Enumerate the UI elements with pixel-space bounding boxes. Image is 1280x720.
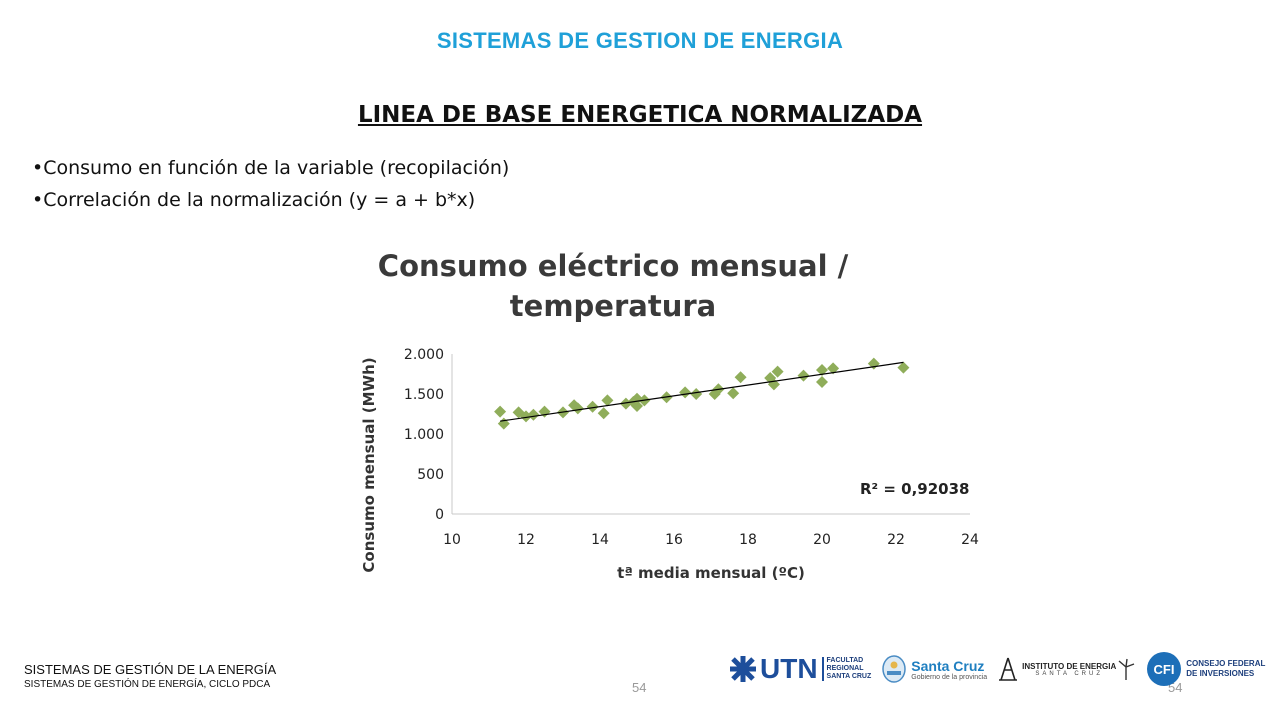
cfi-name-line: CONSEJO FEDERAL xyxy=(1186,659,1266,668)
data-point xyxy=(494,405,507,418)
utn-faculty-line: REGIONAL xyxy=(826,665,864,672)
instituto-name: INSTITUTO DE ENERGIA xyxy=(1022,661,1117,671)
data-point xyxy=(586,400,599,413)
utn-logo: UTN FACULTAD REGIONAL SANTA CRUZ xyxy=(728,653,871,685)
data-point xyxy=(816,376,828,388)
data-point xyxy=(897,361,910,374)
data-point xyxy=(727,387,740,400)
data-point xyxy=(867,357,880,370)
data-point xyxy=(497,417,510,430)
y-tick-label: 500 xyxy=(417,467,444,483)
santa-cruz-sub: Gobierno de la provincia xyxy=(911,673,988,681)
data-point xyxy=(619,397,632,410)
santa-cruz-logo: Santa Cruz Gobierno de la provincia xyxy=(881,654,987,684)
data-point xyxy=(690,388,703,400)
x-tick-label: 16 xyxy=(665,532,683,548)
y-tick-label: 1.500 xyxy=(404,387,444,403)
x-axis-label: tª media mensual (ºC) xyxy=(617,564,805,582)
utn-faculty: FACULTAD REGIONAL SANTA CRUZ xyxy=(821,657,872,681)
footer-line-1: SISTEMAS DE GESTIÓN DE LA ENERGÍA xyxy=(24,662,277,677)
data-point xyxy=(734,371,747,384)
r-squared-annotation: R² = 0,92038 xyxy=(860,480,969,498)
y-tick-label: 0 xyxy=(435,507,444,523)
footer-line-2: SISTEMAS DE GESTIÓN DE ENERGÍA, CICLO PD… xyxy=(24,679,271,690)
bullet-item: Consumo en función de la variable (recop… xyxy=(32,152,509,184)
x-tick-label: 24 xyxy=(961,532,979,548)
bullet-text: Correlación de la normalización (y = a +… xyxy=(43,189,476,211)
utn-wordmark: UTN xyxy=(760,653,818,684)
footer: SISTEMAS DE GESTIÓN DE LA ENERGÍA SISTEM… xyxy=(24,662,276,692)
scatter-chart: Consumo eléctrico mensual / temperatura … xyxy=(360,249,979,582)
wind-turbine-icon xyxy=(1118,658,1135,680)
bullet-item: Correlación de la normalización (y = a +… xyxy=(32,184,509,216)
utn-emblem-icon xyxy=(730,656,756,682)
x-tick-label: 20 xyxy=(813,532,831,548)
oil-derrick-icon xyxy=(999,657,1018,681)
y-axis-label: Consumo mensual (MWh) xyxy=(360,357,378,572)
instituto-sub: SANTA CRUZ xyxy=(1035,670,1103,677)
utn-faculty-line: SANTA CRUZ xyxy=(826,673,872,680)
cfi-name-line: DE INVERSIONES xyxy=(1186,669,1255,678)
data-point xyxy=(771,365,784,378)
chart-title: Consumo eléctrico mensual / xyxy=(378,249,849,283)
x-tick-label: 18 xyxy=(739,532,757,548)
data-point xyxy=(601,394,614,407)
data-point xyxy=(679,386,692,399)
santa-cruz-shield-icon xyxy=(882,655,907,683)
header-title: SISTEMAS DE GESTION DE ENERGIA xyxy=(436,28,844,53)
x-tick-label: 22 xyxy=(887,532,905,548)
data-point xyxy=(597,407,610,420)
instituto-energia-logo: INSTITUTO DE ENERGIA SANTA CRUZ xyxy=(997,656,1136,682)
data-point xyxy=(816,364,828,376)
chart-title: temperatura xyxy=(510,289,716,323)
data-point xyxy=(527,408,540,421)
bullet-list: Consumo en función de la variable (recop… xyxy=(32,152,509,216)
trendline xyxy=(500,361,904,422)
slide-title: LINEA DE BASE ENERGETICA NORMALIZADA xyxy=(357,102,923,128)
bullet-text: Consumo en función de la variable (recop… xyxy=(43,157,510,179)
x-tick-label: 12 xyxy=(517,532,535,548)
y-tick-label: 2.000 xyxy=(404,347,444,363)
data-point xyxy=(631,400,643,412)
x-tick-label: 10 xyxy=(443,532,461,548)
data-point xyxy=(797,369,810,382)
x-tick-label: 14 xyxy=(591,532,609,548)
partner-logos: UTN FACULTAD REGIONAL SANTA CRUZ Santa C… xyxy=(728,648,1265,690)
cfi-logo: CFI CONSEJO FEDERAL DE INVERSIONES xyxy=(1146,651,1265,687)
data-point xyxy=(571,402,584,415)
data-point xyxy=(827,362,840,375)
y-tick-label: 1.000 xyxy=(404,427,444,443)
cfi-circle-icon: CFI xyxy=(1147,652,1182,686)
utn-faculty-line: FACULTAD xyxy=(826,657,864,664)
santa-cruz-name: Santa Cruz xyxy=(911,657,985,674)
cfi-wordmark: CFI xyxy=(1154,662,1175,677)
page-number: 54 xyxy=(632,680,647,695)
